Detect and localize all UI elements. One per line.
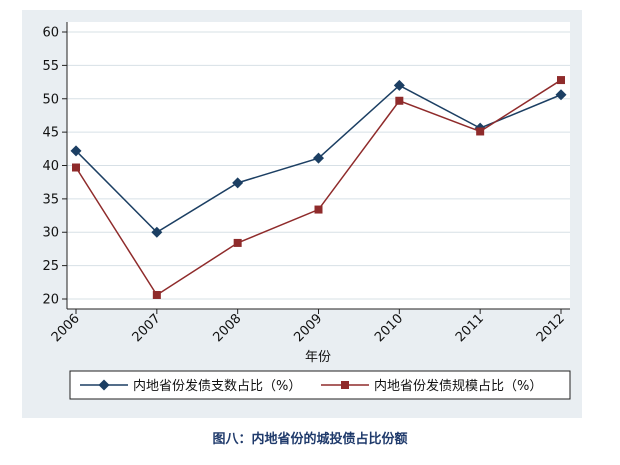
series-1-point [70, 145, 82, 157]
legend-swatch-marker-2 [341, 381, 349, 389]
y-tick-label: 55 [42, 59, 59, 74]
series-2-point [476, 127, 485, 136]
series-2-point [557, 76, 565, 85]
series-1-point [151, 226, 163, 238]
y-tick-label: 25 [42, 259, 59, 274]
y-tick-label: 40 [42, 159, 59, 174]
legend-swatch-marker-1 [98, 379, 110, 391]
y-tick-label: 50 [42, 92, 59, 107]
gridlines [67, 31, 570, 300]
legend: 内地省份发债支数占比（%） 内地省份发债规模占比（%） [69, 370, 571, 400]
y-tick-label: 30 [42, 226, 59, 241]
figure-caption: 图八：内地省份的城投债占比份额 [212, 432, 408, 447]
legend-label-1: 内地省份发债支数占比（%） [133, 378, 301, 394]
series-2-point [395, 96, 404, 105]
series-1-point [232, 177, 244, 189]
y-tick-label: 60 [42, 26, 59, 41]
series-2-point [72, 163, 80, 172]
y-tick-label: 35 [42, 192, 59, 207]
x-axis-title: 年份 [305, 350, 331, 365]
series-2-point [152, 290, 161, 299]
series-2-point [314, 205, 323, 214]
legend-box [69, 370, 571, 400]
y-tick-label: 20 [42, 292, 59, 307]
series-2-point [233, 238, 242, 247]
series-1-point [393, 79, 405, 91]
series-layer [70, 76, 567, 299]
legend-label-2: 内地省份发债规模占比（%） [374, 378, 542, 394]
series-1-point [555, 89, 567, 101]
y-tick-label: 45 [42, 126, 59, 141]
series-1-point [313, 152, 324, 164]
